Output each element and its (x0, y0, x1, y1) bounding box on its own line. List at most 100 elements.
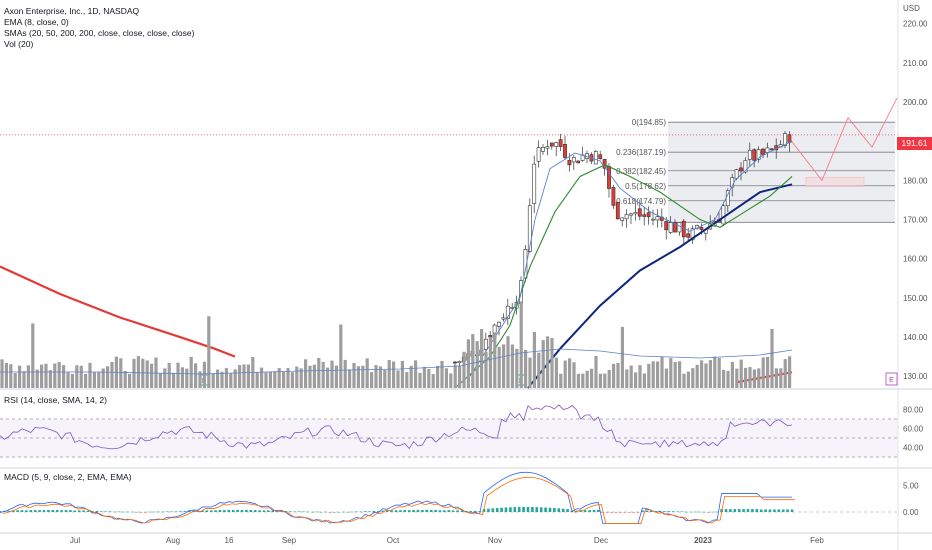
last-price-badge: 191.61 (897, 137, 932, 150)
volume-bar (128, 373, 132, 388)
candle-body (505, 305, 510, 319)
volume-bar (238, 365, 242, 388)
time-axis-tick: Nov (488, 536, 502, 545)
macd-histogram-bar (223, 510, 226, 512)
macd-histogram-bar (425, 509, 429, 512)
volume-bar (75, 365, 79, 388)
volume-bar (119, 358, 123, 388)
volume-bar (581, 373, 585, 388)
volume-bar (752, 369, 756, 388)
macd-histogram-bar (636, 512, 640, 513)
volume-bar (568, 358, 572, 388)
currency-label: USD (903, 4, 920, 13)
macd-histogram-bar (654, 510, 657, 512)
volume-bar (660, 356, 664, 388)
smas-legend[interactable]: SMAs (20, 50, 200, 200, close, close, cl… (4, 28, 195, 38)
macd-histogram-bar (69, 510, 72, 512)
volume-bar (620, 326, 624, 388)
macd-histogram-bar (742, 509, 745, 512)
time-axis-tick: Jul (70, 536, 80, 545)
price-axis-tick: 220.00 (903, 20, 928, 29)
macd-histogram-bar (363, 511, 367, 512)
candle-body (453, 361, 457, 364)
rsi-pane[interactable] (0, 404, 898, 458)
volume-bar (22, 371, 26, 388)
volume-bar (92, 372, 96, 388)
candle-body (488, 335, 493, 338)
volume-bar (603, 373, 607, 388)
macd-histogram-bar (443, 510, 446, 512)
macd-histogram-bar (729, 509, 732, 512)
macd-pane[interactable] (0, 471, 898, 525)
macd-histogram-bar (42, 510, 46, 512)
time-axis-tick: Oct (387, 536, 400, 545)
macd-histogram-bar (707, 512, 710, 513)
macd-histogram-bar (205, 510, 209, 512)
macd-legend[interactable]: MACD (5, 9, close, 2, EMA, EMA) (4, 472, 132, 482)
vol-legend[interactable]: Vol (20) (4, 39, 34, 49)
volume-bar (194, 363, 198, 388)
price-pane[interactable]: 0(194.85) 0.236(187.19) 0.382(182.45) 0.5(1… (0, 97, 898, 389)
rsi-legend[interactable]: RSI (14, close, SMA, 14, 2) (4, 395, 107, 405)
macd-histogram-bar (218, 509, 222, 512)
volume-bar (634, 372, 638, 388)
macd-histogram-bar (764, 509, 767, 512)
time-axis-tick: Dec (594, 536, 608, 545)
candle-body (554, 142, 559, 147)
volume-bar (66, 372, 70, 388)
volume-bar (427, 368, 431, 388)
volume-bar (299, 368, 303, 388)
macd-histogram-bar (539, 507, 543, 512)
macd-histogram-bar (328, 512, 332, 513)
macd-histogram-bar (671, 511, 675, 512)
volume-bar (502, 344, 506, 388)
macd-histogram-bar (451, 510, 455, 512)
volume-bar (26, 365, 30, 388)
volume-bar (612, 363, 616, 388)
macd-histogram-bar (790, 509, 794, 512)
price-axis-tick: 170.00 (903, 216, 928, 225)
candle-body (497, 321, 501, 327)
fib-level-label: 0.5(178.62) (625, 182, 666, 191)
volume-bar (493, 332, 497, 388)
volume-bar (590, 368, 594, 388)
macd-histogram-bar (297, 511, 301, 513)
macd-histogram-bar (579, 510, 583, 512)
volume-bar (695, 364, 699, 388)
macd-histogram-bar (148, 511, 151, 513)
candle-body (545, 146, 550, 149)
volume-bar (761, 357, 765, 388)
macd-histogram-bar (403, 510, 407, 512)
macd-histogram-bar (522, 506, 525, 512)
volume-bar (554, 357, 558, 388)
volume-bar (392, 361, 396, 388)
macd-histogram-bar (183, 511, 187, 512)
candle-body (633, 212, 638, 215)
macd-histogram-bar (11, 510, 15, 512)
macd-histogram-bar (126, 511, 129, 513)
volume-bar (607, 369, 611, 388)
volume-bar (669, 358, 673, 388)
candle-body (527, 205, 532, 252)
ema-legend[interactable]: EMA (8, close, 0) (4, 17, 69, 27)
volume-bar (383, 369, 387, 388)
macd-histogram-bar (517, 507, 521, 512)
volume-bar (651, 361, 655, 388)
volume-bar (532, 331, 536, 388)
macd-histogram-bar (465, 510, 468, 512)
volume-bar (572, 362, 576, 388)
macd-histogram-bar (130, 511, 134, 513)
volume-bar (308, 365, 312, 388)
volume-bar (101, 368, 105, 388)
volume-bar (334, 365, 338, 388)
volume-bar (528, 357, 532, 388)
volume-bar (735, 368, 739, 388)
volume-bar (704, 363, 708, 388)
volume-bar (700, 360, 704, 388)
volume-bar (339, 324, 343, 388)
candle-body (563, 143, 567, 158)
volume-bar (233, 369, 237, 388)
symbol-title[interactable]: Axon Enterprise, Inc., 1D, NASDAQ (4, 6, 140, 16)
macd-histogram-bar (429, 509, 433, 512)
